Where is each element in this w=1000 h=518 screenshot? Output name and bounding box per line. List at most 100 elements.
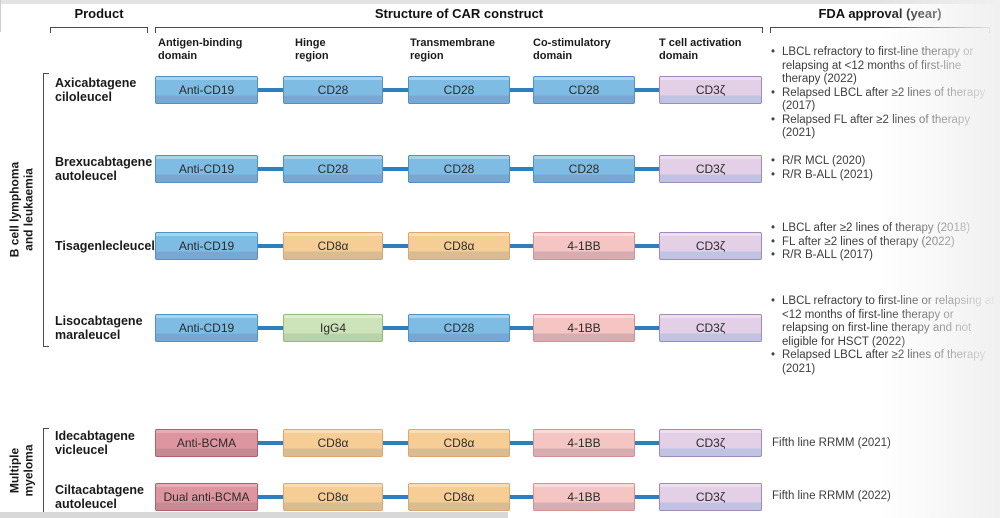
fda-approval-list: LBCL refractory to first-line therapy or… — [770, 46, 995, 141]
column-header-hinge: Hinge region — [295, 37, 329, 63]
domain-box-t-cell-activation: CD3ζ — [659, 429, 762, 457]
product-name-line: Axicabtagene — [55, 76, 137, 90]
fda-approval-list: LBCL refractory to first-line or relapsi… — [770, 295, 995, 376]
approval-item: R/R B-ALL (2021) — [770, 169, 995, 183]
domain-box-costimulatory: 4-1BB — [533, 232, 635, 260]
column-header-transmembrane: Transmembrane region — [410, 37, 495, 63]
domain-box-antigen-binding: Anti-CD19 — [155, 314, 258, 342]
domain-box-hinge: CD8α — [283, 429, 383, 457]
column-header-costimulatory: Co-stimulatory domain — [533, 37, 611, 63]
product-name: Brexucabtagene autoleucel — [55, 155, 160, 183]
domain-box-t-cell-activation: CD3ζ — [659, 232, 762, 260]
domain-label: CD28 — [443, 83, 475, 97]
approval-item: Relapsed FL after ≥2 lines of therapy (2… — [770, 114, 995, 141]
approval-item: Relapsed LBCL after ≥2 lines of therapy … — [770, 349, 995, 376]
domain-box-costimulatory: 4-1BB — [533, 314, 635, 342]
product-row: Brexucabtagene autoleucel Anti-CD19 CD28… — [0, 155, 1000, 183]
approval-item: Relapsed LBCL after ≥2 lines of therapy … — [770, 87, 995, 114]
domain-box-hinge: CD8α — [283, 232, 383, 260]
domain-label: CD8α — [443, 436, 475, 450]
domain-label: 4-1BB — [567, 436, 601, 450]
domain-box-transmembrane: CD8α — [408, 232, 510, 260]
product-name: Tisagenlecleucel — [55, 239, 160, 253]
domain-label: CD3ζ — [695, 83, 726, 97]
domain-label: Anti-BCMA — [176, 436, 237, 450]
fda-approval-text: Fifth line RRMM (2021) — [772, 437, 891, 449]
structure-column-header: Structure of CAR construct — [374, 6, 544, 21]
domain-label: CD28 — [443, 321, 475, 335]
product-row: Idecabtagene vicleucel Anti-BCMA CD8α CD… — [0, 429, 1000, 457]
domain-box-t-cell-activation: CD3ζ — [659, 314, 762, 342]
domain-box-t-cell-activation: CD3ζ — [659, 483, 762, 511]
product-name: Idecabtagene vicleucel — [55, 429, 160, 457]
column-header-line: Co-stimulatory — [533, 37, 611, 49]
domain-box-antigen-binding: Dual anti-BCMA — [155, 483, 258, 511]
domain-label: Dual anti-BCMA — [163, 490, 250, 504]
column-header-antigen-binding: Antigen-binding domain — [158, 37, 242, 63]
domain-box-antigen-binding: Anti-CD19 — [155, 155, 258, 183]
domain-label: IgG4 — [319, 321, 346, 335]
domain-box-transmembrane: CD8α — [408, 483, 510, 511]
domain-box-costimulatory: CD28 — [533, 155, 635, 183]
fda-column-header: FDA approval (year) — [818, 6, 942, 21]
domain-label: CD28 — [443, 162, 475, 176]
domain-box-antigen-binding: Anti-CD19 — [155, 76, 258, 104]
domain-label: CD3ζ — [695, 436, 726, 450]
domain-label: Anti-CD19 — [178, 239, 235, 253]
product-name-line: Brexucabtagene — [55, 155, 153, 169]
approval-item: LBCL after ≥2 lines of therapy (2018) — [770, 222, 995, 236]
domain-box-t-cell-activation: CD3ζ — [659, 155, 762, 183]
approval-item: LBCL refractory to first-line or relapsi… — [770, 295, 995, 349]
product-name: Ciltacabtagene autoleucel — [55, 483, 160, 511]
domain-box-hinge: CD28 — [283, 155, 383, 183]
column-header-t-cell-activation: T cell activation domain — [659, 37, 742, 63]
product-name-line: ciloleucel — [55, 90, 112, 104]
product-name-line: maraleucel — [55, 328, 121, 342]
domain-label: CD8α — [443, 490, 475, 504]
page-edge-top — [0, 0, 1000, 4]
domain-label: CD28 — [568, 83, 600, 97]
product-name-line: autoleucel — [55, 169, 117, 183]
domain-label: Anti-CD19 — [178, 321, 235, 335]
product-bracket — [50, 27, 148, 33]
domain-label: CD3ζ — [695, 490, 726, 504]
approval-item: LBCL refractory to first-line therapy or… — [770, 46, 995, 87]
column-header-line: domain — [158, 50, 198, 62]
domain-box-transmembrane: CD28 — [408, 155, 510, 183]
product-name: Lisocabtagene maraleucel — [55, 314, 160, 342]
domain-label: Anti-CD19 — [178, 162, 235, 176]
domain-label: 4-1BB — [567, 490, 601, 504]
column-header-line: domain — [533, 50, 573, 62]
domain-label: 4-1BB — [567, 239, 601, 253]
product-name: Axicabtagene ciloleucel — [55, 76, 160, 104]
domain-label: CD8α — [443, 239, 475, 253]
product-name-line: Tisagenlecleucel — [55, 239, 155, 253]
column-header-line: region — [410, 50, 444, 62]
approval-item: R/R MCL (2020) — [770, 155, 995, 169]
domain-box-t-cell-activation: CD3ζ — [659, 76, 762, 104]
product-name-line: Ciltacabtagene — [55, 483, 144, 497]
domain-box-hinge: CD8α — [283, 483, 383, 511]
domain-label: CD28 — [317, 162, 349, 176]
domain-label: CD3ζ — [695, 162, 726, 176]
product-row: Axicabtagene ciloleucel Anti-CD19 CD28 C… — [0, 76, 1000, 104]
domain-label: CD3ζ — [695, 321, 726, 335]
page-edge-bottom — [0, 512, 508, 518]
product-name-line: Lisocabtagene — [55, 314, 143, 328]
product-row: Lisocabtagene maraleucel Anti-CD19 IgG4 … — [0, 314, 1000, 342]
domain-box-costimulatory: 4-1BB — [533, 429, 635, 457]
domain-label: CD8α — [317, 436, 349, 450]
approval-item: R/R B-ALL (2017) — [770, 249, 995, 263]
fda-approval-list: R/R MCL (2020) R/R B-ALL (2021) — [770, 155, 995, 182]
domain-box-transmembrane: CD28 — [408, 314, 510, 342]
domain-label: CD28 — [568, 162, 600, 176]
domain-box-hinge: IgG4 — [283, 314, 383, 342]
column-header-line: Hinge — [295, 37, 326, 49]
column-header-line: domain — [659, 50, 699, 62]
column-header-line: Transmembrane — [410, 37, 495, 49]
product-row: Ciltacabtagene autoleucel Dual anti-BCMA… — [0, 483, 1000, 511]
structure-bracket — [155, 27, 763, 33]
domain-label: 4-1BB — [567, 321, 601, 335]
product-name-line: vicleucel — [55, 443, 108, 457]
